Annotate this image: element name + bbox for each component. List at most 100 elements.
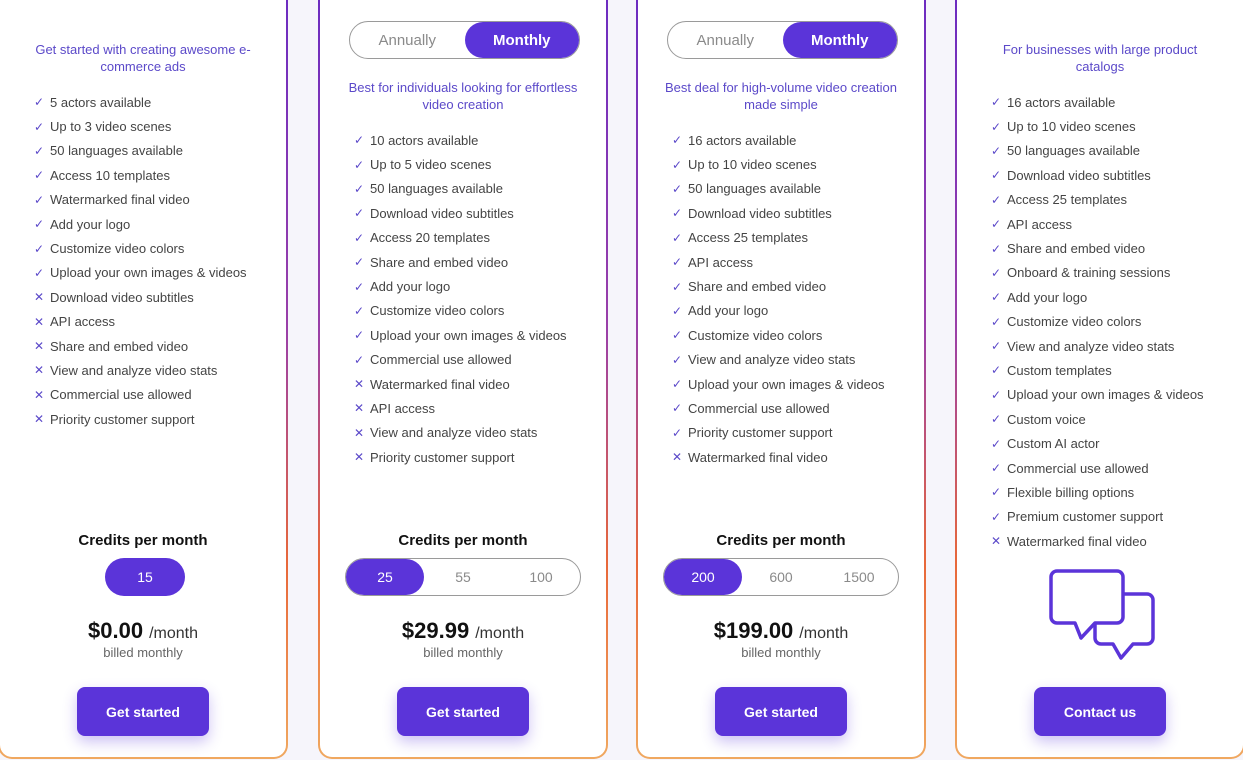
check-icon: ✓	[672, 279, 683, 294]
feature-label: Up to 3 video scenes	[50, 119, 172, 135]
feature-label: View and analyze video stats	[50, 362, 218, 378]
feature-label: API access	[50, 314, 116, 330]
billing-option-annually[interactable]: Annually	[378, 31, 437, 49]
feature-label: 50 languages available	[50, 143, 183, 159]
feature-list: ✓ 5 actors available ✓ Up to 3 video scenes…	[34, 90, 247, 431]
check-icon: ✓	[991, 412, 1002, 427]
feature-item: ✕ Priority customer support	[34, 407, 247, 431]
feature-label: Up to 10 video scenes	[688, 157, 817, 173]
check-icon: ✓	[34, 119, 45, 134]
credits-selector[interactable]: 15	[105, 558, 185, 596]
feature-item: ✓ Up to 3 video scenes	[34, 114, 247, 138]
feature-item: ✓ Commercial use allowed	[991, 456, 1204, 480]
check-icon: ✓	[672, 328, 683, 343]
check-icon: ✓	[672, 303, 683, 318]
feature-list: ✓ 16 actors available ✓ Up to 10 video scen…	[991, 90, 1204, 553]
x-icon: ✕	[354, 425, 365, 440]
billing-toggle[interactable]: Annually Monthly	[349, 21, 580, 59]
check-icon: ✓	[672, 230, 683, 245]
feature-item: ✓ View and analyze video stats	[991, 334, 1204, 358]
feature-item: ✓ Onboard & training sessions	[991, 261, 1204, 285]
check-icon: ✓	[991, 265, 1002, 280]
feature-item: ✓ Access 25 templates	[991, 188, 1204, 212]
check-icon: ✓	[991, 314, 1002, 329]
credit-option-100[interactable]: 100	[529, 569, 553, 585]
credit-option-55[interactable]: 55	[455, 569, 471, 585]
feature-label: Share and embed video	[1007, 241, 1146, 257]
check-icon: ✓	[991, 436, 1002, 451]
check-icon: ✓	[34, 192, 45, 207]
feature-item: ✓ Access 20 templates	[354, 226, 567, 250]
feature-label: View and analyze video stats	[688, 352, 856, 368]
check-icon: ✓	[354, 157, 365, 172]
feature-label: 16 actors available	[1007, 94, 1116, 110]
feature-label: 5 actors available	[50, 94, 152, 110]
plan-card: For businesses with large product catalo…	[955, 0, 1243, 759]
check-icon: ✓	[991, 485, 1002, 500]
credits-selector[interactable]: 200 600 1500	[663, 558, 899, 596]
price-amount: $199.00	[713, 618, 794, 643]
feature-item: ✓ Flexible billing options	[991, 480, 1204, 504]
plan-card: Annually Monthly Best deal for high-volume…	[636, 0, 926, 759]
feature-item: ✓ Share and embed video	[354, 250, 567, 274]
feature-item: ✓ Share and embed video	[991, 236, 1204, 260]
feature-item: ✕ Watermarked final video	[354, 372, 567, 396]
feature-label: Access 10 templates	[50, 167, 170, 183]
get-started-button[interactable]: Get started	[715, 687, 847, 736]
plan-description: For businesses with large product catalo…	[1002, 42, 1198, 74]
credit-option-15[interactable]: 15	[105, 558, 185, 596]
credits-label: Credits per month	[78, 532, 208, 549]
get-started-button[interactable]: Get started	[397, 687, 529, 736]
feature-label: Priority customer support	[50, 411, 195, 427]
chat-bubbles-icon	[1049, 568, 1155, 669]
billing-option-monthly[interactable]: Monthly	[464, 22, 579, 58]
feature-label: Commercial use allowed	[50, 387, 192, 403]
feature-label: View and analyze video stats	[370, 425, 538, 441]
check-icon: ✓	[991, 387, 1002, 402]
feature-item: ✓ Upload your own images & videos	[672, 372, 885, 396]
credits-selector[interactable]: 25 55 100	[345, 558, 581, 596]
get-started-button[interactable]: Get started	[77, 687, 209, 736]
check-icon: ✓	[354, 303, 365, 318]
feature-item: ✓ Premium customer support	[991, 505, 1204, 529]
credit-option-600[interactable]: 600	[769, 569, 793, 585]
check-icon: ✓	[991, 509, 1002, 524]
contact-us-button[interactable]: Contact us	[1034, 687, 1166, 736]
billing-option-monthly[interactable]: Monthly	[782, 22, 897, 58]
check-icon: ✓	[672, 157, 683, 172]
feature-label: Upload your own images & videos	[688, 376, 885, 392]
feature-item: ✓ Upload your own images & videos	[34, 261, 247, 285]
feature-label: Access 25 templates	[688, 230, 808, 246]
feature-item: ✓ Up to 10 video scenes	[991, 114, 1204, 138]
check-icon: ✓	[354, 206, 365, 221]
price: $199.00/month	[638, 618, 924, 644]
billing-toggle[interactable]: Annually Monthly	[667, 21, 898, 59]
x-icon: ✕	[34, 387, 45, 402]
feature-item: ✕ Priority customer support	[354, 445, 567, 469]
check-icon: ✓	[672, 401, 683, 416]
feature-label: Onboard & training sessions	[1007, 265, 1171, 281]
credit-option-200[interactable]: 200	[664, 559, 742, 595]
feature-item: ✕ View and analyze video stats	[354, 421, 567, 445]
feature-item: ✓ Download video subtitles	[991, 163, 1204, 187]
feature-item: ✓ Custom voice	[991, 407, 1204, 431]
credit-option-25[interactable]: 25	[346, 559, 424, 595]
feature-label: Watermarked final video	[1007, 533, 1147, 549]
x-icon: ✕	[354, 401, 365, 416]
check-icon: ✓	[991, 119, 1002, 134]
check-icon: ✓	[991, 461, 1002, 476]
price-period: /month	[149, 625, 198, 642]
feature-label: 10 actors available	[370, 132, 479, 148]
feature-label: API access	[370, 400, 436, 416]
billing-option-annually[interactable]: Annually	[696, 31, 755, 49]
x-icon: ✕	[672, 450, 683, 465]
plan-card-body: Get started with creating awesome e-comm…	[0, 0, 286, 757]
feature-label: Priority customer support	[370, 449, 515, 465]
credit-option-1500[interactable]: 1500	[843, 569, 875, 585]
check-icon: ✓	[354, 133, 365, 148]
feature-item: ✓ Custom AI actor	[991, 431, 1204, 455]
check-icon: ✓	[354, 255, 365, 270]
price-period: /month	[799, 625, 849, 642]
check-icon: ✓	[991, 217, 1002, 232]
feature-label: Download video subtitles	[50, 289, 194, 305]
